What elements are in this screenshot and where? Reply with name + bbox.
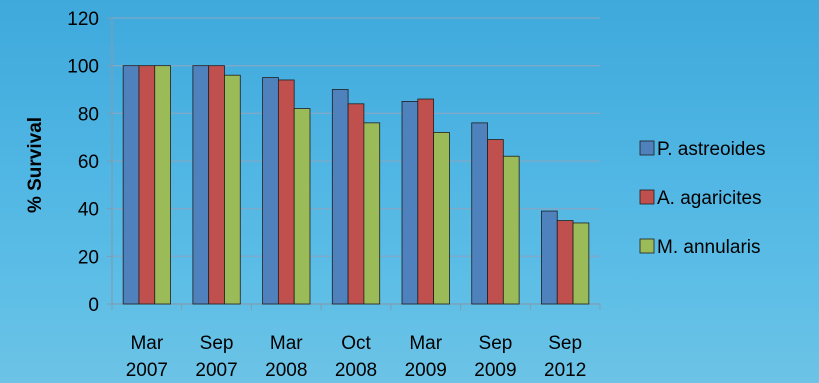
- x-tick-label: Sep: [200, 333, 234, 354]
- bar: [541, 210, 558, 305]
- x-tick-label: 2009: [474, 360, 516, 381]
- legend-swatch: [639, 238, 655, 254]
- x-tick-label: Sep: [479, 333, 513, 354]
- x-tick-label: 2009: [405, 360, 447, 381]
- bar: [556, 220, 574, 305]
- bar: [208, 65, 225, 305]
- bar: [138, 65, 156, 305]
- y-axis-title: % Survival: [25, 117, 46, 213]
- bar: [331, 89, 349, 305]
- bar: [433, 131, 450, 305]
- tick-labels: 0 20 40 60 80 100 120 Mar 2007 Sep 2007 Mar 2008 Oct 2…: [67, 9, 586, 381]
- bar: [417, 98, 435, 305]
- x-tick-label: Sep: [548, 333, 582, 354]
- bar: [572, 222, 590, 305]
- y-tick-label: 20: [78, 247, 99, 268]
- x-tick-label: 2007: [126, 360, 168, 381]
- x-tick-label: 2007: [195, 360, 237, 381]
- bar: [122, 65, 140, 305]
- legend: P. astreoides A. agaricites M. annularis: [639, 139, 765, 258]
- legend-label: M. annularis: [657, 237, 761, 258]
- x-tick-label: Oct: [341, 333, 371, 354]
- bar: [293, 108, 311, 305]
- x-tick-label: 2008: [265, 360, 307, 381]
- bar: [277, 79, 295, 305]
- bar: [192, 65, 210, 305]
- bars: [122, 65, 590, 305]
- bar: [401, 101, 419, 305]
- y-tick-label: 40: [78, 200, 99, 221]
- y-tick-label: 60: [78, 152, 99, 173]
- x-tick-label: 2008: [335, 360, 377, 381]
- bar: [154, 65, 171, 305]
- x-tick-label: Mar: [130, 333, 163, 354]
- x-tick-label: Mar: [409, 333, 442, 354]
- legend-label: P. astreoides: [657, 139, 765, 160]
- x-tick-label: Mar: [270, 333, 303, 354]
- y-tick-label: 100: [67, 57, 99, 78]
- bar: [363, 122, 381, 305]
- y-tick-label: 120: [67, 9, 99, 30]
- y-tick-label: 0: [88, 295, 99, 316]
- bar: [347, 103, 365, 305]
- legend-swatch: [639, 140, 655, 156]
- bar: [487, 139, 504, 305]
- x-tick-label: 2012: [544, 360, 586, 381]
- y-tick-label: 80: [78, 104, 99, 125]
- legend-label: A. agaricites: [657, 188, 762, 209]
- bar: [471, 122, 488, 305]
- bar: [224, 74, 241, 305]
- bar: [502, 155, 520, 305]
- legend-swatch: [639, 189, 655, 205]
- bar: [262, 77, 279, 305]
